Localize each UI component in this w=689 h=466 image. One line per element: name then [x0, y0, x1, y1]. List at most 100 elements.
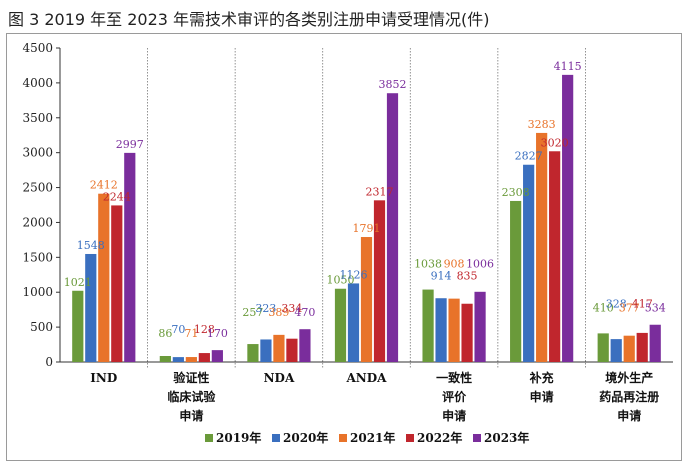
- bar: [623, 335, 635, 362]
- y-tick-label: 500: [30, 320, 53, 334]
- bar: [98, 193, 110, 362]
- y-tick-label: 4000: [22, 76, 53, 90]
- y-tick-label: 2500: [22, 181, 53, 195]
- legend-label: 2019年: [216, 430, 261, 445]
- bar: [523, 164, 535, 362]
- data-label: 334: [281, 302, 302, 315]
- data-label: 1021: [64, 276, 92, 289]
- data-label: 2244: [103, 190, 131, 203]
- data-label: 4115: [554, 60, 582, 73]
- bar: [124, 152, 136, 362]
- data-label: 534: [645, 302, 666, 315]
- legend-swatch: [473, 434, 481, 442]
- data-label: 328: [606, 298, 627, 311]
- legend-swatch: [339, 434, 347, 442]
- bar: [610, 339, 622, 362]
- y-tick-label: 0: [45, 355, 53, 369]
- x-tick-label: IND: [90, 371, 117, 385]
- x-tick-label: ANDA: [346, 371, 388, 385]
- data-label: 128: [194, 323, 215, 336]
- bar: [597, 333, 609, 362]
- data-label: 1006: [466, 258, 494, 271]
- data-label: 1791: [353, 222, 381, 235]
- data-label: 1126: [340, 268, 368, 281]
- data-label: 170: [207, 327, 228, 340]
- bar: [172, 357, 184, 362]
- chart-frame: 0 500 1000 1500 2000 2500 3000 3500 4000 4500 102…: [6, 33, 682, 461]
- data-label: 2317: [366, 185, 394, 198]
- y-tick-label: 4500: [22, 41, 53, 55]
- data-label: 2308: [502, 186, 530, 199]
- x-tick-label: 药品再注册: [599, 389, 659, 404]
- bar: [536, 132, 548, 362]
- x-tick-label: NDA: [264, 371, 295, 385]
- data-label: 86: [158, 327, 172, 340]
- bar-series: [72, 74, 661, 362]
- legend-swatch: [205, 434, 213, 442]
- bar: [649, 324, 661, 362]
- data-label: 2412: [90, 179, 118, 192]
- x-tick-label: 申请: [179, 408, 203, 423]
- bar: [111, 205, 123, 362]
- y-tick-label: 2000: [22, 215, 53, 229]
- data-label: 914: [431, 270, 452, 283]
- bar: [562, 74, 574, 362]
- bar: [198, 353, 210, 362]
- bar: [211, 350, 223, 362]
- data-label: 835: [457, 270, 478, 283]
- data-label: 2827: [515, 150, 543, 163]
- bar: [286, 338, 298, 362]
- bar: [185, 357, 197, 362]
- bar: [347, 283, 360, 362]
- legend-label: 2021年: [350, 430, 395, 445]
- data-label: 257: [242, 306, 263, 319]
- x-tick-label: 评价: [442, 390, 467, 404]
- data-label: 70: [171, 323, 185, 336]
- legend-label: 2022年: [417, 430, 462, 445]
- bar: [422, 289, 434, 362]
- data-label: 71: [184, 327, 198, 340]
- bar: [247, 344, 259, 362]
- bar: [386, 93, 399, 362]
- bar-chart: 0 500 1000 1500 2000 2500 3000 3500 4000 4500 102…: [22, 41, 673, 445]
- bar: [299, 329, 311, 362]
- x-tick-label: 临床试验: [167, 389, 216, 404]
- data-label: 377: [619, 302, 640, 315]
- data-label: 470: [294, 306, 315, 319]
- y-tick-label: 1000: [22, 285, 53, 299]
- x-tick-label: 申请: [617, 408, 641, 423]
- figure-title: 图 3 2019 年至 2023 年需技术审评的各类别注册申请受理情况(件): [8, 10, 490, 29]
- legend-swatch: [272, 434, 280, 442]
- bar: [373, 200, 386, 362]
- bar: [461, 303, 473, 362]
- x-tick-label: 境外生产: [605, 370, 653, 385]
- bar: [448, 298, 460, 362]
- legend-label: 2020年: [283, 430, 328, 445]
- data-label: 3852: [379, 78, 407, 91]
- category-separators: [147, 48, 586, 368]
- bar: [549, 151, 561, 362]
- data-label: 908: [444, 258, 465, 271]
- bar: [510, 200, 522, 362]
- data-label: 410: [593, 302, 614, 315]
- bar: [260, 339, 272, 362]
- bar: [273, 334, 285, 362]
- data-label: 1050: [327, 274, 355, 287]
- data-label: 1038: [414, 258, 442, 271]
- x-tick-label: 验证性: [173, 370, 209, 385]
- bar: [72, 290, 84, 362]
- x-tick-label: 申请: [442, 408, 466, 423]
- data-label: 2997: [116, 138, 144, 151]
- data-label: 3020: [541, 136, 569, 149]
- data-label: 3283: [528, 118, 556, 131]
- data-label: 417: [632, 298, 653, 311]
- data-label: 323: [255, 302, 276, 315]
- x-tick-label: 申请: [530, 389, 554, 404]
- legend: 2019年 2020年 2021年 2022年 2023年: [205, 430, 529, 445]
- legend-swatch: [406, 434, 414, 442]
- x-tick-label: 一致性: [436, 370, 472, 385]
- x-tick-label: 补充: [529, 370, 554, 385]
- bar: [85, 253, 97, 362]
